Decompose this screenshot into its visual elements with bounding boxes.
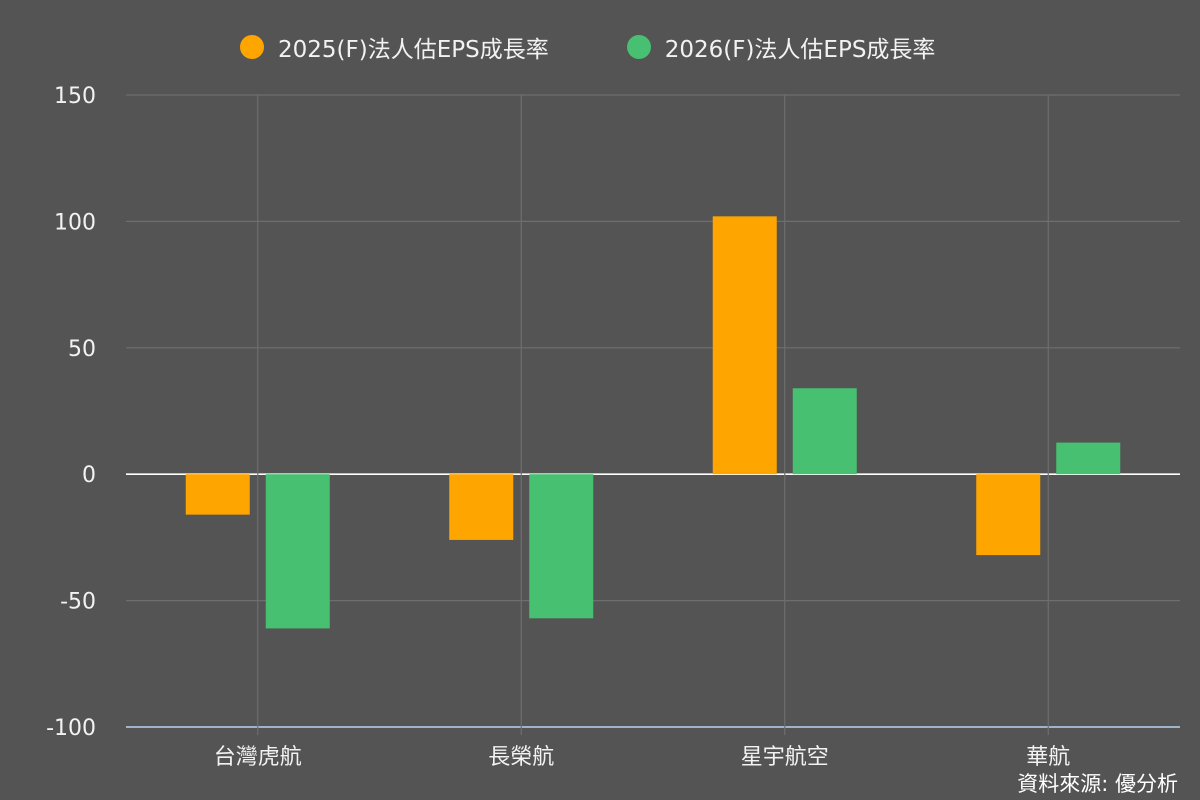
y-tick-label: -100 bbox=[46, 716, 96, 741]
bar-2026 bbox=[529, 474, 594, 619]
bar-2025 bbox=[185, 474, 250, 515]
bar-2025 bbox=[712, 216, 777, 475]
legend-item-2025: 2025(F)法人估EPS成長率 bbox=[240, 30, 549, 64]
legend-label-2026: 2026(F)法人估EPS成長率 bbox=[664, 37, 936, 63]
x-tick-label: 台灣虎航 bbox=[214, 745, 302, 770]
y-tick-label: 150 bbox=[54, 84, 96, 109]
bar-2025 bbox=[976, 474, 1041, 556]
x-tick-label: 星宇航空 bbox=[741, 745, 829, 770]
legend-item-2026: 2026(F)法人估EPS成長率 bbox=[626, 30, 936, 64]
bar-2026 bbox=[1056, 442, 1121, 475]
source-note: 資料來源: 優分析 bbox=[1017, 772, 1178, 796]
bar-2026 bbox=[792, 388, 857, 475]
y-tick-label: -50 bbox=[60, 590, 96, 615]
chart-legend: 2025(F)法人估EPS成長率 2026(F)法人估EPS成長率 bbox=[240, 30, 935, 64]
y-tick-label: 0 bbox=[82, 463, 96, 488]
x-tick-label: 華航 bbox=[1026, 745, 1070, 770]
bar-2025 bbox=[449, 474, 514, 540]
bar-2026 bbox=[265, 474, 330, 629]
y-tick-label: 50 bbox=[68, 337, 96, 362]
y-tick-label: 100 bbox=[54, 210, 96, 235]
legend-swatch-2026 bbox=[626, 35, 651, 59]
x-tick-label: 長榮航 bbox=[488, 745, 554, 770]
legend-swatch-2025 bbox=[240, 35, 264, 59]
legend-label-2025: 2025(F)法人估EPS成長率 bbox=[278, 37, 549, 63]
